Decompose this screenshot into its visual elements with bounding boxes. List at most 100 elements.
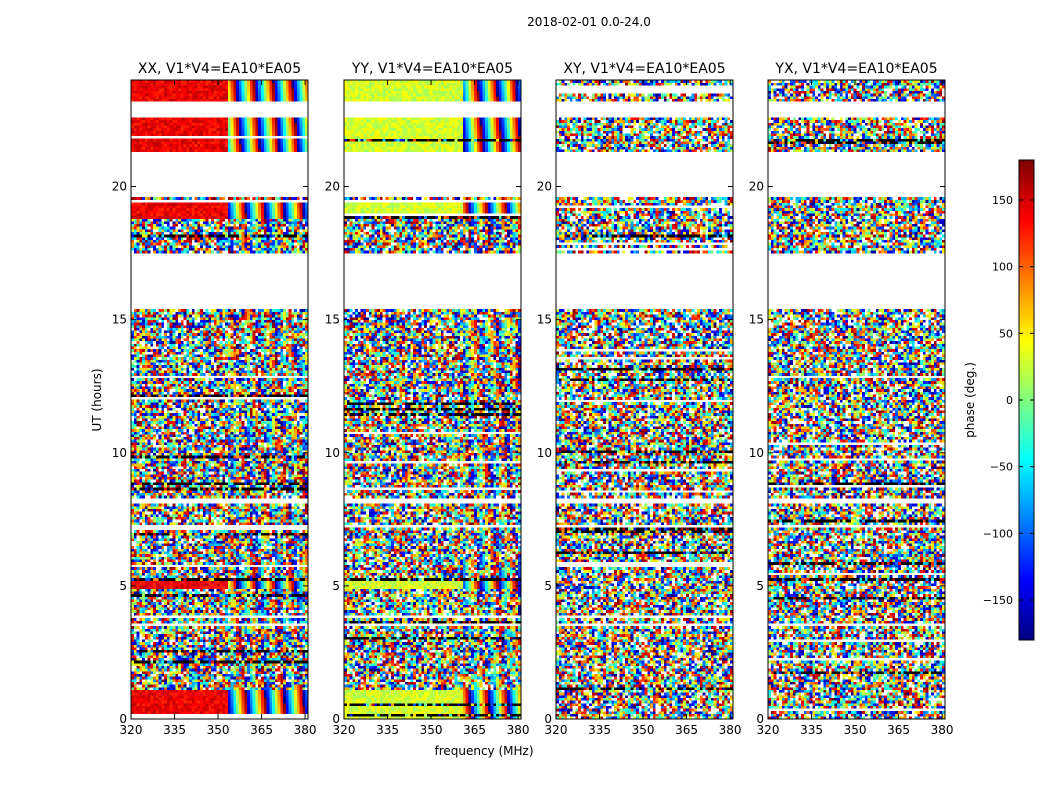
colorbar-segment [1019, 504, 1034, 509]
x-tick-label: 320 [545, 723, 568, 737]
colorbar-segment [1019, 276, 1034, 281]
figure-suptitle: 2018-02-01 0.0-24.0 [527, 15, 651, 29]
colorbar-segment [1019, 516, 1034, 521]
colorbar-segment [1019, 308, 1034, 313]
colorbar-segment [1019, 616, 1034, 621]
colorbar-segment [1019, 376, 1034, 381]
panel-frame [343, 79, 522, 720]
y-tick-label: 0 [544, 712, 552, 726]
colorbar-segment [1019, 464, 1034, 469]
colorbar-segment [1019, 620, 1034, 625]
colorbar-segment [1019, 632, 1034, 637]
y-tick-label: 5 [332, 579, 340, 593]
colorbar-segment [1019, 228, 1034, 233]
colorbar-segment [1019, 420, 1034, 425]
y-tick-label: 0 [756, 712, 764, 726]
colorbar-segment [1019, 548, 1034, 553]
colorbar-segment [1019, 536, 1034, 541]
colorbar-segment [1019, 272, 1034, 277]
colorbar-segment [1019, 612, 1034, 617]
colorbar-segment [1019, 520, 1034, 525]
colorbar-segment [1019, 568, 1034, 573]
colorbar-segment [1019, 324, 1034, 329]
colorbar-segment [1019, 224, 1034, 229]
colorbar-segment [1019, 580, 1034, 585]
colorbar-segment [1019, 496, 1034, 501]
colorbar-tick-label: −100 [983, 527, 1013, 540]
x-tick-label: 365 [463, 723, 486, 737]
colorbar-segment [1019, 492, 1034, 497]
colorbar-segment [1019, 356, 1034, 361]
panel-xy: XY, V1*V4=EA10*EA05 320 335 350 365 380 0 5 10 15… [537, 61, 742, 737]
colorbar-segment [1019, 364, 1034, 369]
colorbar-segment [1019, 500, 1034, 505]
colorbar-segment [1019, 360, 1034, 365]
colorbar-segment [1019, 408, 1034, 413]
colorbar-segment [1019, 332, 1034, 337]
colorbar-segment [1019, 380, 1034, 385]
colorbar-segment [1019, 480, 1034, 485]
colorbar-segment [1019, 392, 1034, 397]
colorbar-segment [1019, 300, 1034, 305]
x-tick-label: 365 [675, 723, 698, 737]
colorbar-segment [1019, 608, 1034, 613]
colorbar-segment [1019, 576, 1034, 581]
colorbar-segment [1019, 424, 1034, 429]
colorbar-segment [1019, 604, 1034, 609]
x-tick-label: 335 [588, 723, 611, 737]
x-tick-label: 380 [294, 723, 317, 737]
colorbar-segment [1019, 592, 1034, 597]
y-tick-label: 15 [537, 313, 552, 327]
y-tick-label: 15 [112, 313, 127, 327]
colorbar-segment [1019, 468, 1034, 473]
colorbar-segment [1019, 244, 1034, 249]
colorbar-segment [1019, 164, 1034, 169]
colorbar-segment [1019, 192, 1034, 197]
colorbar-segment [1019, 584, 1034, 589]
heatmap-cells [344, 80, 522, 720]
colorbar-segment [1019, 372, 1034, 377]
colorbar-segment [1019, 528, 1034, 533]
panel-yx: YX, V1*V4=EA10*EA05 320 335 350 365 380 0 5 10 15… [749, 61, 954, 737]
colorbar-segment [1019, 452, 1034, 457]
colorbar-segment [1019, 204, 1034, 209]
colorbar-segment [1019, 544, 1034, 549]
colorbar-segment [1019, 448, 1034, 453]
panel-frame [767, 79, 946, 720]
colorbar-segment [1019, 232, 1034, 237]
y-tick-label: 0 [119, 712, 127, 726]
heatmap-cells [768, 80, 946, 720]
colorbar-segment [1019, 220, 1034, 225]
colorbar-segment [1019, 320, 1034, 325]
y-axis-label: UT (hours) [90, 368, 104, 431]
colorbar-segment [1019, 352, 1034, 357]
x-tick-label: 365 [887, 723, 910, 737]
colorbar-segment [1019, 328, 1034, 333]
colorbar-segment [1019, 404, 1034, 409]
panel-title: YY, V1*V4=EA10*EA05 [351, 61, 513, 77]
colorbar-segment [1019, 296, 1034, 301]
x-tick-label: 335 [163, 723, 186, 737]
colorbar-segment [1019, 512, 1034, 517]
colorbar-segment [1019, 440, 1034, 445]
colorbar-segment [1019, 260, 1034, 265]
colorbar-segment [1019, 560, 1034, 565]
colorbar-segment [1019, 484, 1034, 489]
colorbar-segment [1019, 172, 1034, 177]
x-tick-label: 350 [632, 723, 655, 737]
x-tick-label: 350 [207, 723, 230, 737]
y-tick-label: 20 [325, 180, 340, 194]
colorbar-segment [1019, 428, 1034, 433]
y-tick-label: 20 [112, 180, 127, 194]
colorbar-segment [1019, 624, 1034, 629]
colorbar-tick-label: −150 [983, 594, 1013, 607]
y-tick-label: 15 [325, 313, 340, 327]
colorbar-segment [1019, 184, 1034, 189]
colorbar-segment [1019, 436, 1034, 441]
colorbar-segment [1019, 160, 1034, 165]
y-tick-label: 10 [749, 446, 764, 460]
colorbar-segment [1019, 284, 1034, 289]
colorbar-segment [1019, 540, 1034, 545]
colorbar-segment [1019, 168, 1034, 173]
colorbar-segment [1019, 508, 1034, 513]
